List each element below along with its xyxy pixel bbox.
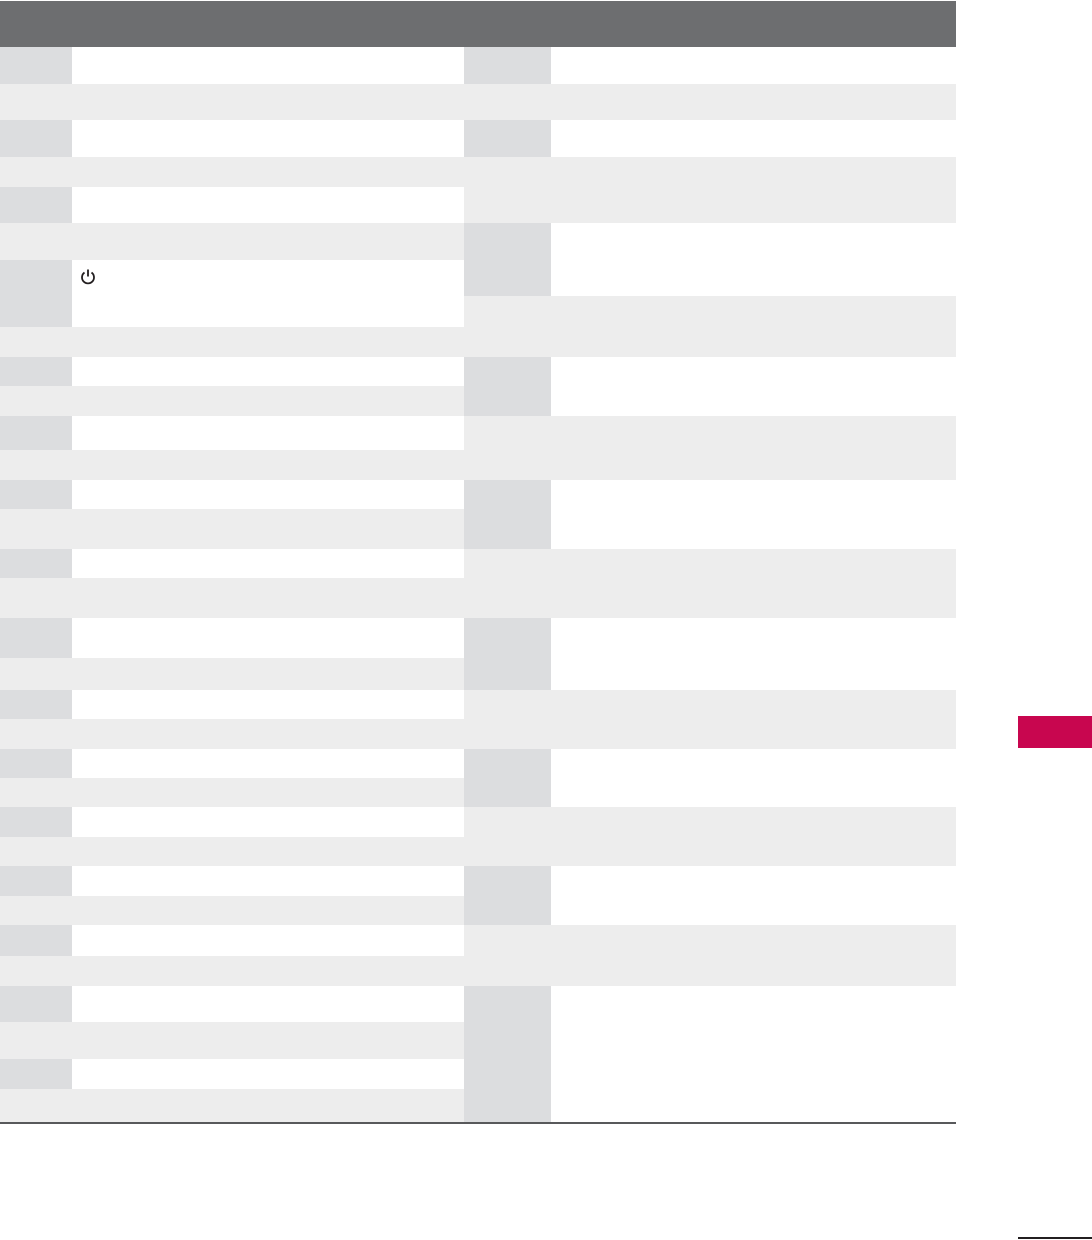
power-icon: [81, 269, 95, 285]
right-label-cell: [464, 866, 551, 925]
page-number-rule: [1018, 1237, 1092, 1239]
right-content-cell: [551, 223, 956, 296]
left-content-cell: [72, 807, 464, 837]
right-label-cell: [464, 120, 551, 157]
section-tab: [1018, 716, 1092, 748]
table-bottom-rule: [0, 1122, 956, 1124]
left-content-cell: [72, 47, 464, 84]
right-content-cell: [551, 357, 956, 416]
left-label-cell: [0, 749, 72, 778]
left-content-cell: [72, 120, 464, 157]
left-label-cell: [0, 1059, 72, 1089]
left-content-cell: [72, 549, 464, 578]
left-content-cell: [72, 690, 464, 719]
left-content-cell: [72, 357, 464, 386]
left-content-cell: [72, 925, 464, 956]
left-label-cell: [0, 260, 72, 327]
right-content-cell: [551, 480, 956, 549]
right-label-cell: [464, 618, 551, 690]
right-label-cell: [464, 223, 551, 296]
right-content-cell: [551, 618, 956, 690]
right-content-cell: [551, 986, 956, 1122]
left-content-cell: [72, 618, 464, 658]
right-content-cell: [551, 120, 956, 157]
left-content-cell: [72, 480, 464, 509]
left-label-cell: [0, 187, 72, 223]
left-label-cell: [0, 480, 72, 509]
right-content-cell: [551, 749, 956, 807]
right-label-cell: [464, 986, 551, 1122]
left-label-cell: [0, 690, 72, 719]
left-label-cell: [0, 416, 72, 450]
left-content-cell: [72, 1059, 464, 1089]
table-header: [0, 1, 956, 47]
left-label-cell: [0, 866, 72, 896]
right-label-cell: [464, 357, 551, 416]
left-label-cell: [0, 807, 72, 837]
left-label-cell: [0, 925, 72, 956]
left-label-cell: [0, 357, 72, 386]
left-label-cell: [0, 120, 72, 157]
left-content-cell: [72, 416, 464, 450]
left-content-cell: [72, 187, 464, 223]
left-content-cell: [72, 986, 464, 1022]
left-content-cell: [72, 749, 464, 778]
left-label-cell: [0, 47, 72, 84]
right-label-cell: [464, 749, 551, 807]
right-label-cell: [464, 480, 551, 549]
right-content-cell: [551, 47, 956, 84]
right-content-cell: [551, 866, 956, 925]
left-label-cell: [0, 549, 72, 578]
left-content-cell: [72, 866, 464, 896]
left-content-cell: [72, 260, 464, 327]
left-label-cell: [0, 986, 72, 1022]
left-label-cell: [0, 618, 72, 658]
right-label-cell: [464, 47, 551, 84]
